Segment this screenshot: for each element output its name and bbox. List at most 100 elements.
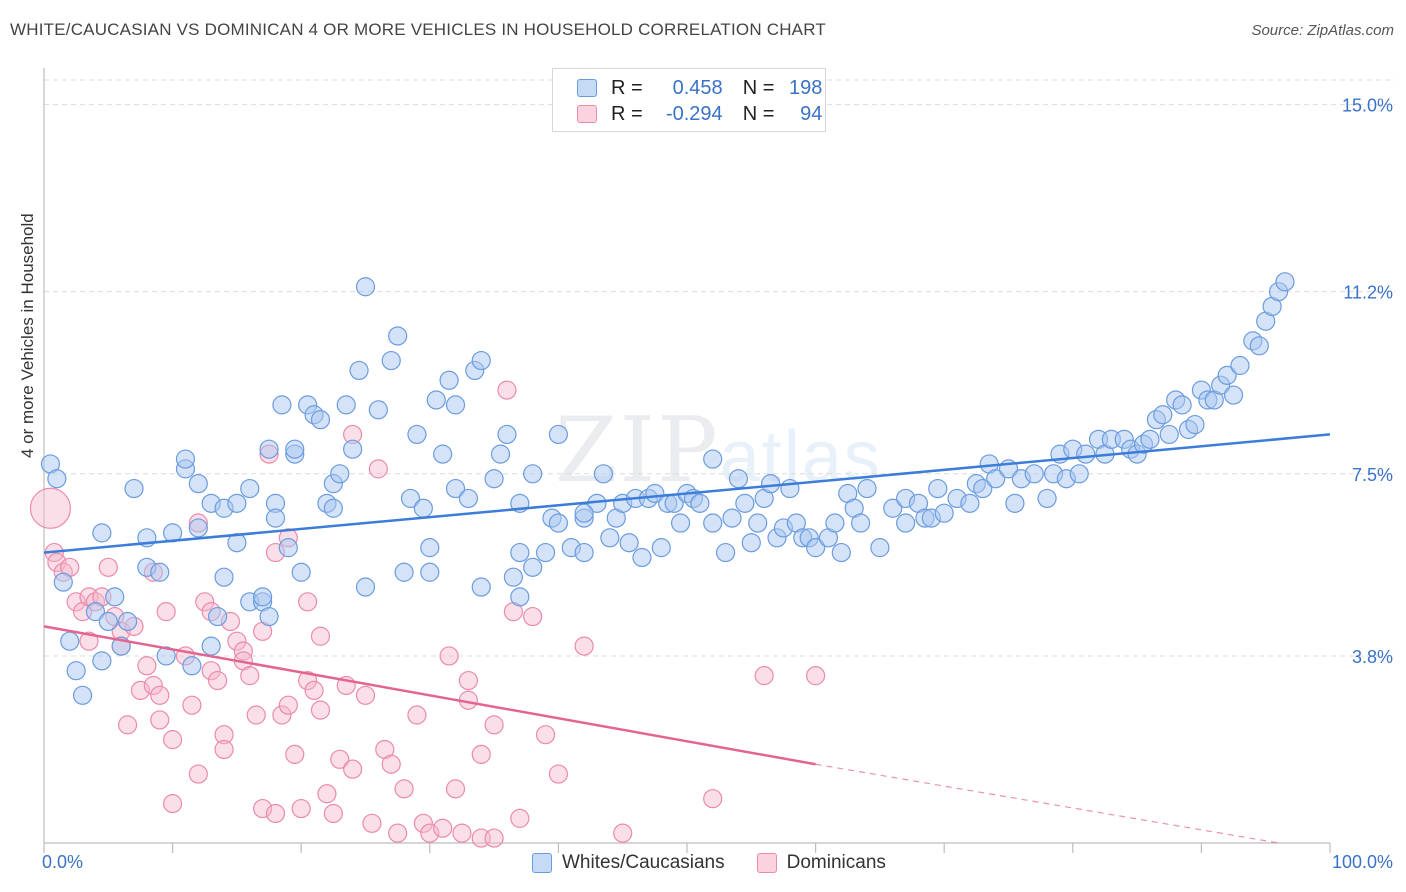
dominican-point: [163, 730, 183, 750]
legend-n-value: 198: [789, 76, 823, 99]
dominican-point: [420, 823, 440, 843]
white-point: [1217, 365, 1237, 385]
dominican-point: [285, 744, 305, 764]
legend-swatch-dominican: [756, 853, 777, 873]
white-point: [310, 410, 331, 430]
white-point: [72, 685, 93, 705]
white-point: [1153, 405, 1173, 425]
dominican-point: [439, 646, 459, 666]
white-point: [503, 567, 523, 587]
white-point: [690, 493, 710, 513]
white-point: [240, 478, 260, 499]
white-point: [124, 478, 144, 499]
dominican-point: [574, 636, 594, 656]
white-point: [471, 350, 491, 371]
white-point: [523, 557, 543, 577]
dominican-point: [150, 685, 170, 705]
dominican-point: [195, 592, 215, 612]
white-point: [291, 562, 311, 582]
dominican-point: [240, 666, 260, 686]
legend-label-dominican: Dominicans: [786, 852, 886, 873]
white-point: [632, 547, 652, 568]
white-point: [349, 360, 369, 381]
white-point: [805, 538, 826, 558]
dominican-point: [452, 823, 472, 843]
white-point: [343, 439, 363, 459]
legend-item-white[interactable]: Whites/Caucasians: [532, 852, 725, 874]
white-point: [227, 493, 247, 513]
white-point: [851, 513, 871, 533]
dominican-point: [298, 670, 318, 691]
dominican-point: [381, 754, 401, 774]
legend-swatch-white: [577, 79, 597, 97]
dominican-point: [484, 715, 504, 735]
white-point: [1005, 493, 1025, 513]
white-point: [484, 469, 504, 489]
white-point: [285, 439, 305, 459]
legend-label-white: Whites/Caucasians: [562, 852, 725, 873]
white-point: [439, 370, 459, 390]
dominican-point: [330, 749, 350, 769]
white-point: [1223, 385, 1244, 405]
white-point: [1275, 272, 1295, 292]
white-point: [825, 513, 845, 533]
dominican-point: [66, 592, 86, 612]
white-point: [1069, 464, 1089, 484]
white-point: [323, 498, 343, 518]
dominican-point: [227, 631, 247, 651]
white-point: [92, 651, 112, 671]
dominican-point: [310, 626, 331, 646]
x-max-label: 100.0%: [1331, 852, 1393, 872]
white-point: [722, 508, 742, 528]
dominican-point: [298, 592, 318, 612]
white-point: [600, 528, 620, 548]
dominican-point: [265, 803, 286, 824]
white-point: [175, 449, 196, 469]
series-legend: Whites/Caucasians Dominicans: [532, 852, 918, 874]
dominican-point: [523, 606, 543, 627]
white-point: [831, 542, 851, 563]
white-point: [973, 478, 993, 499]
legend-item-dominican[interactable]: Dominicans: [756, 852, 886, 874]
white-point: [703, 449, 723, 469]
white-point: [741, 533, 761, 553]
white-point: [445, 478, 466, 499]
dominican-point: [703, 789, 723, 809]
white-point: [355, 577, 376, 597]
white-point: [857, 478, 877, 499]
white-point: [883, 498, 903, 518]
white-point: [214, 567, 234, 587]
white-trend-line: [43, 433, 1331, 554]
dominican-point: [362, 813, 382, 833]
white-point: [510, 587, 530, 607]
white-point: [426, 390, 446, 410]
y-axis-title: 4 or more Vehicles in Household: [18, 213, 37, 458]
dominican-point: [535, 725, 556, 745]
dominican-point: [182, 695, 202, 715]
white-point: [407, 424, 427, 445]
white-point: [1024, 464, 1044, 484]
white-point: [188, 474, 208, 494]
white-point: [265, 508, 286, 528]
white-point: [735, 493, 755, 513]
white-point: [535, 542, 556, 563]
white-point: [471, 577, 491, 597]
source-attribution: Source: ZipAtlas.com: [1251, 22, 1394, 39]
white-point: [188, 518, 208, 538]
white-point: [47, 469, 67, 489]
white-point: [259, 439, 279, 459]
dominican-point: [143, 675, 163, 696]
white-point: [1172, 395, 1192, 415]
dominican-point: [272, 705, 292, 725]
white-point: [413, 498, 433, 518]
white-point: [651, 538, 671, 558]
dominican-point: [188, 764, 208, 784]
y-tick-label: 15.0%: [1342, 96, 1393, 116]
dominican-point: [137, 656, 157, 676]
dominican-trend-line: [43, 625, 816, 766]
legend-swatch-dominican: [577, 105, 597, 123]
dominican-point: [201, 661, 221, 681]
dominican-point: [291, 798, 311, 819]
white-point: [201, 636, 221, 656]
